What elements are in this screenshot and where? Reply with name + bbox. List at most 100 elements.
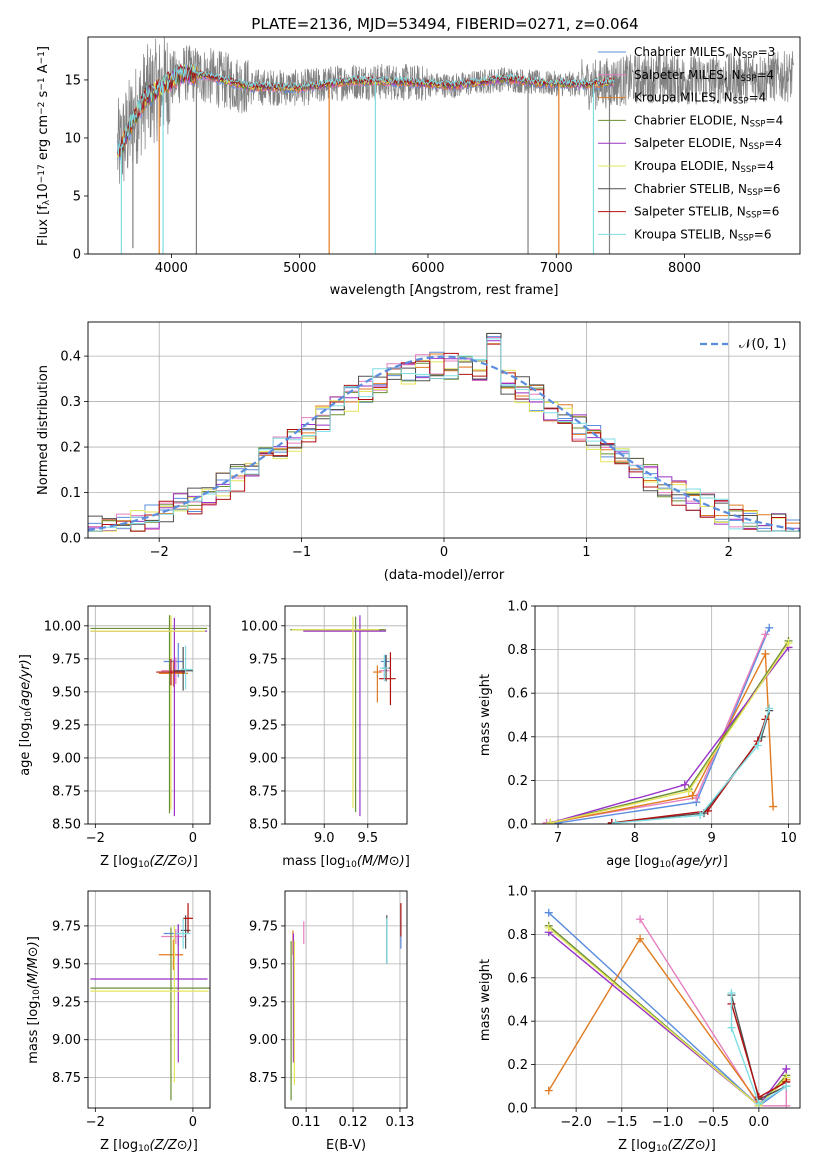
tick-label-y: 8.75 bbox=[52, 1071, 81, 1086]
weight-marker bbox=[680, 780, 689, 789]
weight-marker bbox=[544, 908, 553, 917]
axes-frame bbox=[87, 36, 801, 255]
label-part: (M/M⊙) bbox=[26, 941, 41, 989]
label-script: 10 bbox=[659, 860, 671, 870]
label-part: ] bbox=[18, 654, 33, 659]
legend-value: =4 bbox=[749, 91, 767, 105]
tick-label-x: −2 bbox=[86, 831, 105, 846]
tick-label-y: 0.0 bbox=[60, 532, 81, 547]
tick-label-y: 15 bbox=[64, 73, 81, 88]
label-part: s bbox=[36, 90, 51, 101]
plot-area bbox=[285, 606, 407, 824]
label-part: (age/yr) bbox=[18, 659, 33, 711]
tick-label-y: 9.25 bbox=[249, 718, 278, 733]
legend-value: =4 bbox=[756, 159, 774, 173]
spectrum-panel: 4000 5000 6000 7000 8000 0 5 10 15 Chabrier MILES… bbox=[36, 36, 801, 298]
x-axis-label: Z [log10(Z/Z⊙)] bbox=[100, 854, 198, 870]
legend-value: =6 bbox=[762, 205, 780, 219]
residual-histogram-panel: −2 −1 0 1 2 0.0 0.1 0.2 0.3 0.4 𝒩(0, 1) (data-model… bbox=[36, 321, 801, 583]
tick-label-y: 9.00 bbox=[52, 1033, 81, 1048]
tick-label-x: −2 bbox=[150, 545, 169, 560]
axes-frame bbox=[87, 605, 211, 825]
legend-value: =4 bbox=[756, 68, 774, 82]
weight-metallicity-panel: −2.0 −1.5 −1.0 −0.5 0.0 0.0 0.2 0.4 0.6 0.8 1.0 Z [… bbox=[478, 885, 801, 1154]
legend-label: Kroupa ELODIE, NSSP=4 bbox=[634, 159, 774, 175]
tick-label-y: 0.0 bbox=[507, 818, 528, 833]
tick-label-y: 5 bbox=[73, 189, 81, 204]
label-part: Flux [f bbox=[36, 205, 51, 246]
tick-label-y: 9.00 bbox=[52, 751, 81, 766]
weight-marker bbox=[761, 630, 770, 639]
figure-title: PLATE=2136, MJD=53494, FIBERID=0271, z=0… bbox=[251, 15, 638, 33]
label-part: −2 bbox=[37, 102, 47, 115]
axes-frame bbox=[87, 890, 211, 1109]
legend-text: Kroupa MILES, N bbox=[634, 91, 733, 105]
tick-label-y: 0.4 bbox=[507, 730, 528, 745]
axes-frame bbox=[284, 605, 408, 825]
tick-label-y: 0.2 bbox=[507, 774, 528, 789]
legend-text: Chabrier ELODIE, N bbox=[634, 113, 750, 127]
legend-subscript: SSP bbox=[741, 165, 757, 175]
weight-line bbox=[639, 918, 787, 1107]
tick-label-x: 8 bbox=[631, 831, 639, 846]
label-part: −1 bbox=[37, 51, 47, 64]
tick-label-x: 7 bbox=[554, 831, 562, 846]
legend-value: =6 bbox=[754, 227, 772, 241]
label-part: (Z/Z⊙) bbox=[668, 1138, 711, 1153]
weight-marker bbox=[754, 1099, 763, 1108]
weight-marker bbox=[636, 915, 645, 924]
label-part: mass [log bbox=[26, 1001, 41, 1064]
tick-label-x: −1.5 bbox=[606, 1115, 638, 1130]
plot-area bbox=[88, 891, 210, 1108]
legend-label: Chabrier MILES, NSSP=3 bbox=[634, 45, 775, 61]
mass-metallicity-panel: −2 08.759.009.259.509.75Z [log10(Z/Z⊙)]ma… bbox=[26, 890, 211, 1154]
weight-marker bbox=[636, 934, 645, 943]
legend-subscript: SSP bbox=[742, 51, 758, 61]
tick-label-y: 0.0 bbox=[507, 1102, 528, 1117]
label-part: (Z/Z⊙) bbox=[150, 854, 193, 869]
tick-label-y: 0 bbox=[73, 248, 81, 263]
tick-label-y: 8.75 bbox=[249, 1071, 278, 1086]
weight-marker bbox=[684, 787, 693, 796]
y-axis-label: mass [log10(M/M⊙)] bbox=[26, 936, 42, 1064]
legend-label: Kroupa MILES, NSSP=4 bbox=[634, 91, 766, 107]
age-mass-panel: 9.0 9.5 8.50 8.75 9.00 9.25 9.50 9.75 10.00 mass … bbox=[241, 605, 410, 870]
y-axis-label: mass weight bbox=[478, 959, 493, 1041]
label-part: ] bbox=[26, 936, 41, 941]
tick-label-y: 9.75 bbox=[52, 919, 81, 934]
weight-marker bbox=[727, 988, 736, 997]
label-part: ] bbox=[193, 1138, 198, 1153]
tick-label-y: 9.25 bbox=[52, 995, 81, 1010]
tick-label-y: 9.50 bbox=[249, 685, 278, 700]
y-axis-label: Flux [fλ10−17 erg cm−2 s−1 A−1] bbox=[36, 46, 52, 246]
legend-label: Chabrier ELODIE, NSSP=4 bbox=[634, 113, 783, 129]
tick-label-y: 0.8 bbox=[507, 643, 528, 658]
plot-area bbox=[88, 606, 210, 824]
label-part: A bbox=[36, 64, 51, 77]
mass-extinction-panel: 0.11 0.12 0.13 8.75 9.00 9.25 9.50 9.75 E(B-V) bbox=[249, 890, 414, 1153]
tick-label-y: 9.75 bbox=[249, 652, 278, 667]
legend-subscript: SSP bbox=[738, 234, 754, 244]
model-spectrum bbox=[117, 63, 615, 155]
weight-marker bbox=[765, 704, 774, 713]
legend-subscript: SSP bbox=[747, 188, 763, 198]
tick-label-y: 8.50 bbox=[249, 818, 278, 833]
plot-area bbox=[535, 891, 800, 1108]
label-part: Z [log bbox=[100, 1138, 138, 1153]
tick-label-x: −2.0 bbox=[560, 1115, 592, 1130]
tick-label-y: 9.00 bbox=[249, 751, 278, 766]
plot-area bbox=[285, 891, 407, 1108]
tick-label-y: 0.4 bbox=[60, 350, 81, 365]
weight-marker bbox=[782, 1064, 791, 1073]
y-axis-label: Normed distribution bbox=[36, 365, 51, 495]
tick-label-x: −1.0 bbox=[652, 1115, 684, 1130]
weight-marker bbox=[782, 1101, 791, 1108]
weight-marker bbox=[544, 1086, 553, 1095]
tick-label-y: 0.2 bbox=[507, 1058, 528, 1073]
x-axis-label: E(B-V) bbox=[326, 1138, 366, 1153]
legend-text: Kroupa STELIB, N bbox=[634, 227, 738, 241]
tick-label-y: 0.6 bbox=[507, 687, 528, 702]
tick-label-y: 9.50 bbox=[249, 957, 278, 972]
normal-curve bbox=[88, 355, 800, 532]
